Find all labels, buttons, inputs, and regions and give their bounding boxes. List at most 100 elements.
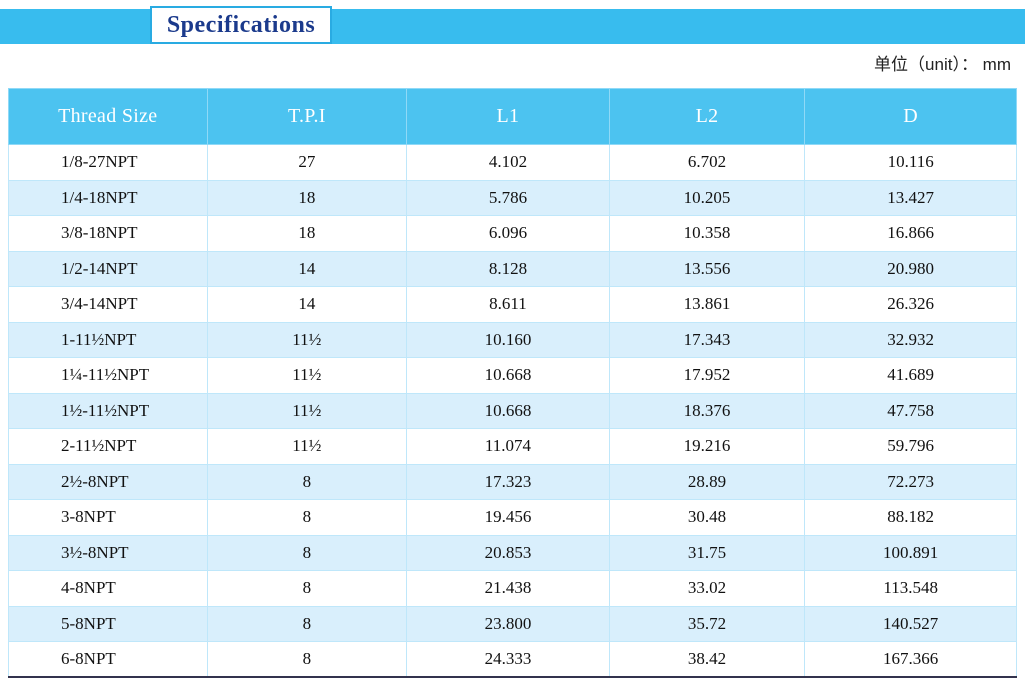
table-cell: 10.668	[406, 392, 610, 429]
table-cell: 14	[206, 286, 408, 323]
table-cell: 10.205	[608, 179, 806, 216]
table-cell: 17.952	[608, 357, 806, 394]
table-cell: 10.116	[804, 144, 1017, 181]
table-cell: 19.216	[608, 428, 806, 465]
table-row: 5-8NPT 8 23.800 35.72 140.527	[8, 605, 1017, 642]
table-cell: 32.932	[804, 321, 1017, 358]
table-cell: 88.182	[804, 499, 1017, 536]
table-cell: 3-8NPT	[8, 499, 208, 536]
table-cell: 2½-8NPT	[8, 463, 208, 500]
table-cell: 59.796	[804, 428, 1017, 465]
table-cell: 8.128	[406, 250, 610, 287]
table-row: 1-11½NPT 11½ 10.160 17.343 32.932	[8, 321, 1017, 358]
table-cell: 5.786	[406, 179, 610, 216]
page-title: Specifications	[166, 11, 316, 38]
table-cell: 6-8NPT	[8, 641, 208, 678]
table-cell: 13.861	[608, 286, 806, 323]
spec-table-body: 1/8-27NPT 27 4.102 6.702 10.116 1/4-18NPT 18 5.…	[8, 144, 1017, 678]
spec-table: Thread Size T.P.I L1 L2 D 1/8-27NPT 27 4.102 6.…	[8, 88, 1017, 678]
table-cell: 72.273	[804, 463, 1017, 500]
table-row: 1/4-18NPT 18 5.786 10.205 13.427	[8, 179, 1017, 216]
table-cell: 8	[206, 499, 408, 536]
table-cell: 113.548	[804, 570, 1017, 607]
table-cell: 10.358	[608, 215, 806, 252]
table-cell: 3/8-18NPT	[8, 215, 208, 252]
table-row: 4-8NPT 8 21.438 33.02 113.548	[8, 570, 1017, 607]
table-cell: 17.323	[406, 463, 610, 500]
table-cell: 3/4-14NPT	[8, 286, 208, 323]
table-row: 3/8-18NPT 18 6.096 10.358 16.866	[8, 215, 1017, 252]
table-row: 3/4-14NPT 14 8.611 13.861 26.326	[8, 286, 1017, 323]
table-cell: 21.438	[406, 570, 610, 607]
table-cell: 3½-8NPT	[8, 534, 208, 571]
table-cell: 2-11½NPT	[8, 428, 208, 465]
table-cell: 18	[206, 179, 408, 216]
table-row: 1½-11½NPT 11½ 10.668 18.376 47.758	[8, 392, 1017, 429]
table-row: 2½-8NPT 8 17.323 28.89 72.273	[8, 463, 1017, 500]
table-cell: 167.366	[804, 641, 1017, 678]
table-cell: 27	[206, 144, 408, 181]
table-cell: 4.102	[406, 144, 610, 181]
table-cell: 24.333	[406, 641, 610, 678]
table-row: 2-11½NPT 11½ 11.074 19.216 59.796	[8, 428, 1017, 465]
column-header: Thread Size	[8, 88, 208, 145]
table-cell: 23.800	[406, 605, 610, 642]
table-cell: 35.72	[608, 605, 806, 642]
table-cell: 8	[206, 605, 408, 642]
table-cell: 26.326	[804, 286, 1017, 323]
table-cell: 33.02	[608, 570, 806, 607]
table-cell: 1/4-18NPT	[8, 179, 208, 216]
table-cell: 11½	[206, 428, 408, 465]
table-header-row: Thread Size T.P.I L1 L2 D	[8, 88, 1017, 145]
table-cell: 8.611	[406, 286, 610, 323]
unit-label: 单位（unit）： mm	[874, 55, 1011, 74]
table-cell: 11½	[206, 392, 408, 429]
table-cell: 20.853	[406, 534, 610, 571]
table-cell: 5-8NPT	[8, 605, 208, 642]
table-cell: 28.89	[608, 463, 806, 500]
table-cell: 6.702	[608, 144, 806, 181]
table-row: 1/8-27NPT 27 4.102 6.702 10.116	[8, 144, 1017, 181]
table-cell: 10.160	[406, 321, 610, 358]
column-header: L1	[406, 88, 610, 145]
table-cell: 11½	[206, 357, 408, 394]
specifications-title-box: Specifications	[150, 6, 332, 44]
table-cell: 18	[206, 215, 408, 252]
table-cell: 1/2-14NPT	[8, 250, 208, 287]
table-cell: 14	[206, 250, 408, 287]
table-cell: 11.074	[406, 428, 610, 465]
table-row: 6-8NPT 8 24.333 38.42 167.366	[8, 641, 1017, 678]
table-cell: 1¼-11½NPT	[8, 357, 208, 394]
table-cell: 18.376	[608, 392, 806, 429]
table-cell: 11½	[206, 321, 408, 358]
table-row: 3½-8NPT 8 20.853 31.75 100.891	[8, 534, 1017, 571]
table-cell: 8	[206, 570, 408, 607]
table-cell: 38.42	[608, 641, 806, 678]
table-cell: 8	[206, 463, 408, 500]
table-cell: 140.527	[804, 605, 1017, 642]
column-header: T.P.I	[206, 88, 408, 145]
table-cell: 31.75	[608, 534, 806, 571]
table-cell: 6.096	[406, 215, 610, 252]
table-cell: 16.866	[804, 215, 1017, 252]
table-row: 1¼-11½NPT 11½ 10.668 17.952 41.689	[8, 357, 1017, 394]
table-cell: 19.456	[406, 499, 610, 536]
table-cell: 4-8NPT	[8, 570, 208, 607]
table-cell: 47.758	[804, 392, 1017, 429]
table-cell: 100.891	[804, 534, 1017, 571]
column-header: L2	[608, 88, 806, 145]
table-cell: 8	[206, 641, 408, 678]
table-cell: 1½-11½NPT	[8, 392, 208, 429]
table-cell: 17.343	[608, 321, 806, 358]
table-cell: 1-11½NPT	[8, 321, 208, 358]
table-cell: 1/8-27NPT	[8, 144, 208, 181]
table-cell: 30.48	[608, 499, 806, 536]
table-cell: 8	[206, 534, 408, 571]
column-header: D	[804, 88, 1017, 145]
table-cell: 13.556	[608, 250, 806, 287]
table-cell: 20.980	[804, 250, 1017, 287]
table-cell: 41.689	[804, 357, 1017, 394]
table-cell: 13.427	[804, 179, 1017, 216]
table-row: 3-8NPT 8 19.456 30.48 88.182	[8, 499, 1017, 536]
table-row: 1/2-14NPT 14 8.128 13.556 20.980	[8, 250, 1017, 287]
